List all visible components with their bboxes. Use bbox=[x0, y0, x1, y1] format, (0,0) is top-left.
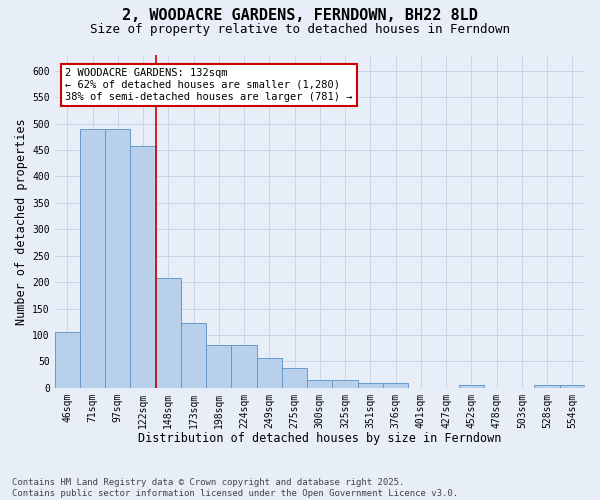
X-axis label: Distribution of detached houses by size in Ferndown: Distribution of detached houses by size … bbox=[138, 432, 502, 445]
Bar bbox=[332, 380, 358, 388]
Bar bbox=[232, 346, 257, 388]
Bar bbox=[105, 129, 130, 388]
Bar bbox=[181, 324, 206, 388]
Bar bbox=[282, 368, 307, 388]
Bar bbox=[80, 129, 105, 388]
Bar bbox=[257, 358, 282, 388]
Text: Contains HM Land Registry data © Crown copyright and database right 2025.
Contai: Contains HM Land Registry data © Crown c… bbox=[12, 478, 458, 498]
Bar bbox=[55, 332, 80, 388]
Text: Size of property relative to detached houses in Ferndown: Size of property relative to detached ho… bbox=[90, 22, 510, 36]
Bar bbox=[459, 385, 484, 388]
Text: 2, WOODACRE GARDENS, FERNDOWN, BH22 8LD: 2, WOODACRE GARDENS, FERNDOWN, BH22 8LD bbox=[122, 8, 478, 22]
Bar bbox=[307, 380, 332, 388]
Bar bbox=[383, 383, 408, 388]
Bar bbox=[130, 146, 155, 388]
Bar bbox=[560, 385, 585, 388]
Text: 2 WOODACRE GARDENS: 132sqm
← 62% of detached houses are smaller (1,280)
38% of s: 2 WOODACRE GARDENS: 132sqm ← 62% of deta… bbox=[65, 68, 353, 102]
Bar bbox=[535, 385, 560, 388]
Bar bbox=[155, 278, 181, 388]
Bar bbox=[206, 346, 232, 388]
Bar bbox=[358, 383, 383, 388]
Y-axis label: Number of detached properties: Number of detached properties bbox=[15, 118, 28, 324]
